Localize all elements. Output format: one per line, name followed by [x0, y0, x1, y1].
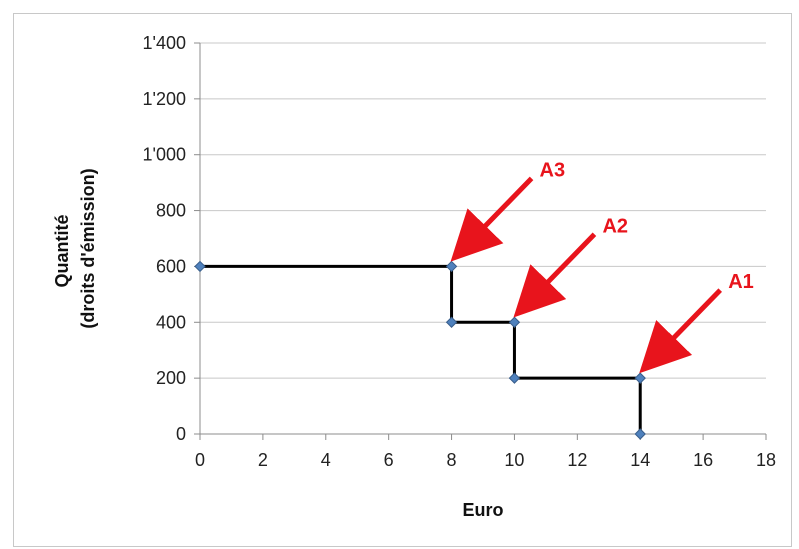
x-tick-label-7: 14 — [630, 450, 650, 470]
data-point-4 — [508, 372, 521, 384]
y-tick-label-1: 200 — [156, 368, 186, 388]
y-tick-label-2: 400 — [156, 312, 186, 332]
series-line-0 — [200, 264, 642, 434]
x-tick-labels: 0 2 4 6 8 10 12 14 16 18 — [195, 450, 776, 470]
y-axis-label: Quantité (droits d'émission) — [52, 168, 98, 328]
y-tick-label-7: 1'400 — [143, 33, 186, 53]
y-tick-label-5: 1'000 — [143, 145, 186, 165]
annotation-label-a3: A3 — [540, 159, 566, 181]
data-point-5 — [634, 372, 646, 384]
annotation-label-a1: A1 — [728, 271, 754, 293]
y-axis-label-line-1: Quantité — [52, 215, 72, 288]
data-point-2 — [445, 316, 458, 328]
x-tick-label-3: 6 — [384, 450, 394, 470]
x-tick-label-0: 0 — [195, 450, 205, 470]
annotation-arrow-a2 — [513, 232, 597, 318]
data-point-6 — [634, 428, 646, 440]
x-tick-label-2: 4 — [321, 450, 331, 470]
x-tick-label-6: 12 — [567, 450, 587, 470]
data-point-3 — [508, 316, 521, 328]
x-axis-label: Euro — [462, 500, 503, 520]
x-tick-label-9: 18 — [756, 450, 776, 470]
annotation-label-a2: A2 — [602, 215, 628, 237]
x-tick-label-4: 8 — [447, 450, 457, 470]
y-tick-label-3: 600 — [156, 256, 186, 276]
data-point-1 — [445, 260, 458, 273]
y-tick-labels: 0 200 400 600 800 1'000 1'200 1'400 — [143, 33, 186, 444]
series-layer — [194, 260, 646, 440]
annotations-layer: A3 A2 A1 — [450, 159, 754, 374]
data-point-0 — [194, 260, 206, 273]
x-tick-label-1: 2 — [258, 450, 268, 470]
x-tick-label-8: 16 — [693, 450, 713, 470]
y-tick-label-4: 800 — [156, 201, 186, 221]
y-tick-label-6: 1'200 — [143, 89, 186, 109]
x-tick-label-5: 10 — [504, 450, 524, 470]
annotation-arrow-a1 — [639, 288, 723, 374]
chart-frame — [13, 13, 792, 547]
y-tick-label-0: 0 — [176, 424, 186, 444]
annotation-arrow-a3 — [450, 176, 534, 262]
y-axis-label-line-2: (droits d'émission) — [78, 168, 98, 328]
axes — [194, 42, 767, 440]
